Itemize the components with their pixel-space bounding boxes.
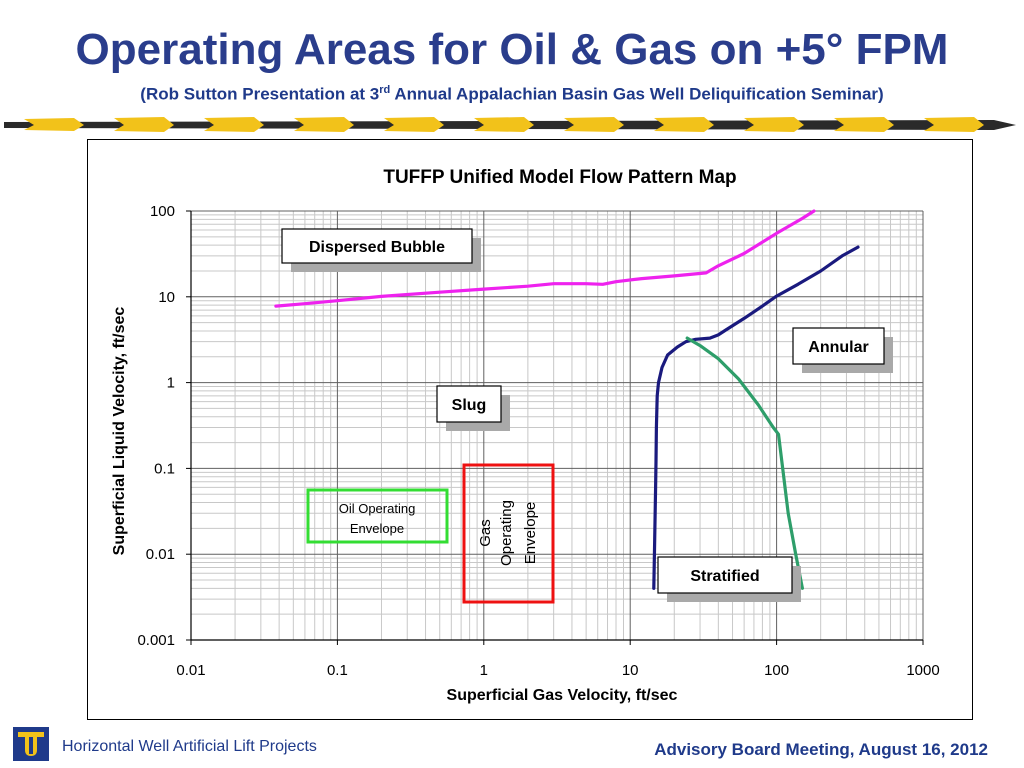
yellow-arrow-banner-icon [4,117,1016,132]
region-label-text: Slug [452,397,487,414]
slide-subtitle: (Rob Sutton Presentation at 3rd Annual A… [0,84,1024,105]
gas-envelope-label-line3: Envelope [522,502,539,565]
oil-envelope-box [306,488,449,544]
series-line-2 [685,336,804,590]
region-label-box [657,556,793,594]
region-label-text: Annular [808,339,868,356]
subtitle-post: Annual Appalachian Basin Gas Well Deliqu… [390,84,884,104]
series-line-0 [274,209,816,308]
tulsa-u-logo-icon [13,727,49,761]
oil-envelope-label-line2: Envelope [350,521,404,536]
x-tick-label: 0.01 [176,662,205,679]
y-tick-label: 1 [167,375,175,392]
gas-envelope-box [462,463,555,604]
region-label-0: Dispersed Bubble [281,228,481,272]
footer-right: Advisory Board Meeting, August 16, 2012 [654,740,988,759]
series-line-1 [652,245,860,590]
x-axis-title: Superficial Gas Velocity, ft/sec [447,687,678,704]
region-label-text: Dispersed Bubble [309,239,445,256]
x-tick-label: 0.1 [327,662,348,679]
x-tick-label: 10 [622,662,639,679]
flow-pattern-chart: 0.01 0.1 1 10 100 10001001010.10.010.001TUFFP… [111,167,940,704]
gas-envelope-label-line2: Operating [498,500,515,566]
y-tick-label: 0.01 [146,546,175,563]
oil-envelope-label-line1: Oil Operating [339,501,416,516]
region-label-box [436,385,502,423]
gas-operating-envelope: Gas Operating Envelope [462,463,555,604]
chart-title: TUFFP Unified Model Flow Pattern Map [383,167,736,188]
x-tick-label: 1000 [906,662,939,679]
x-tick-label: 100 [764,662,789,679]
y-tick-label: 0.001 [137,632,175,649]
region-label-2: Slug [436,385,510,431]
region-label-3: Stratified [657,556,801,602]
y-tick-label: 100 [150,203,175,220]
y-tick-label: 10 [158,289,175,306]
oil-operating-envelope: Oil Operating Envelope [306,488,449,544]
region-label-box [792,327,885,365]
major-grid [190,210,924,641]
region-label-text: Stratified [690,568,759,585]
footer-left: Horizontal Well Artificial Lift Projects [62,738,317,755]
chart-frame: 0.01 0.1 1 10 100 1000 100 10 1 0.1 0.01 0.001 TUFFP… [87,139,973,720]
subtitle-pre: (Rob Sutton Presentation at 3 [140,84,380,104]
gas-envelope-label-line1: Gas [477,519,494,547]
y-axis-title: Superficial Liquid Velocity, ft/sec [111,307,128,556]
subtitle-sup: rd [379,84,391,96]
y-tick-label: 0.1 [154,460,175,477]
region-label-box [281,228,473,264]
region-label-1: Annular [792,327,893,373]
x-tick-label: 1 [480,662,488,679]
slide-title: Operating Areas for Oil & Gas on +5° FPM [75,25,949,74]
